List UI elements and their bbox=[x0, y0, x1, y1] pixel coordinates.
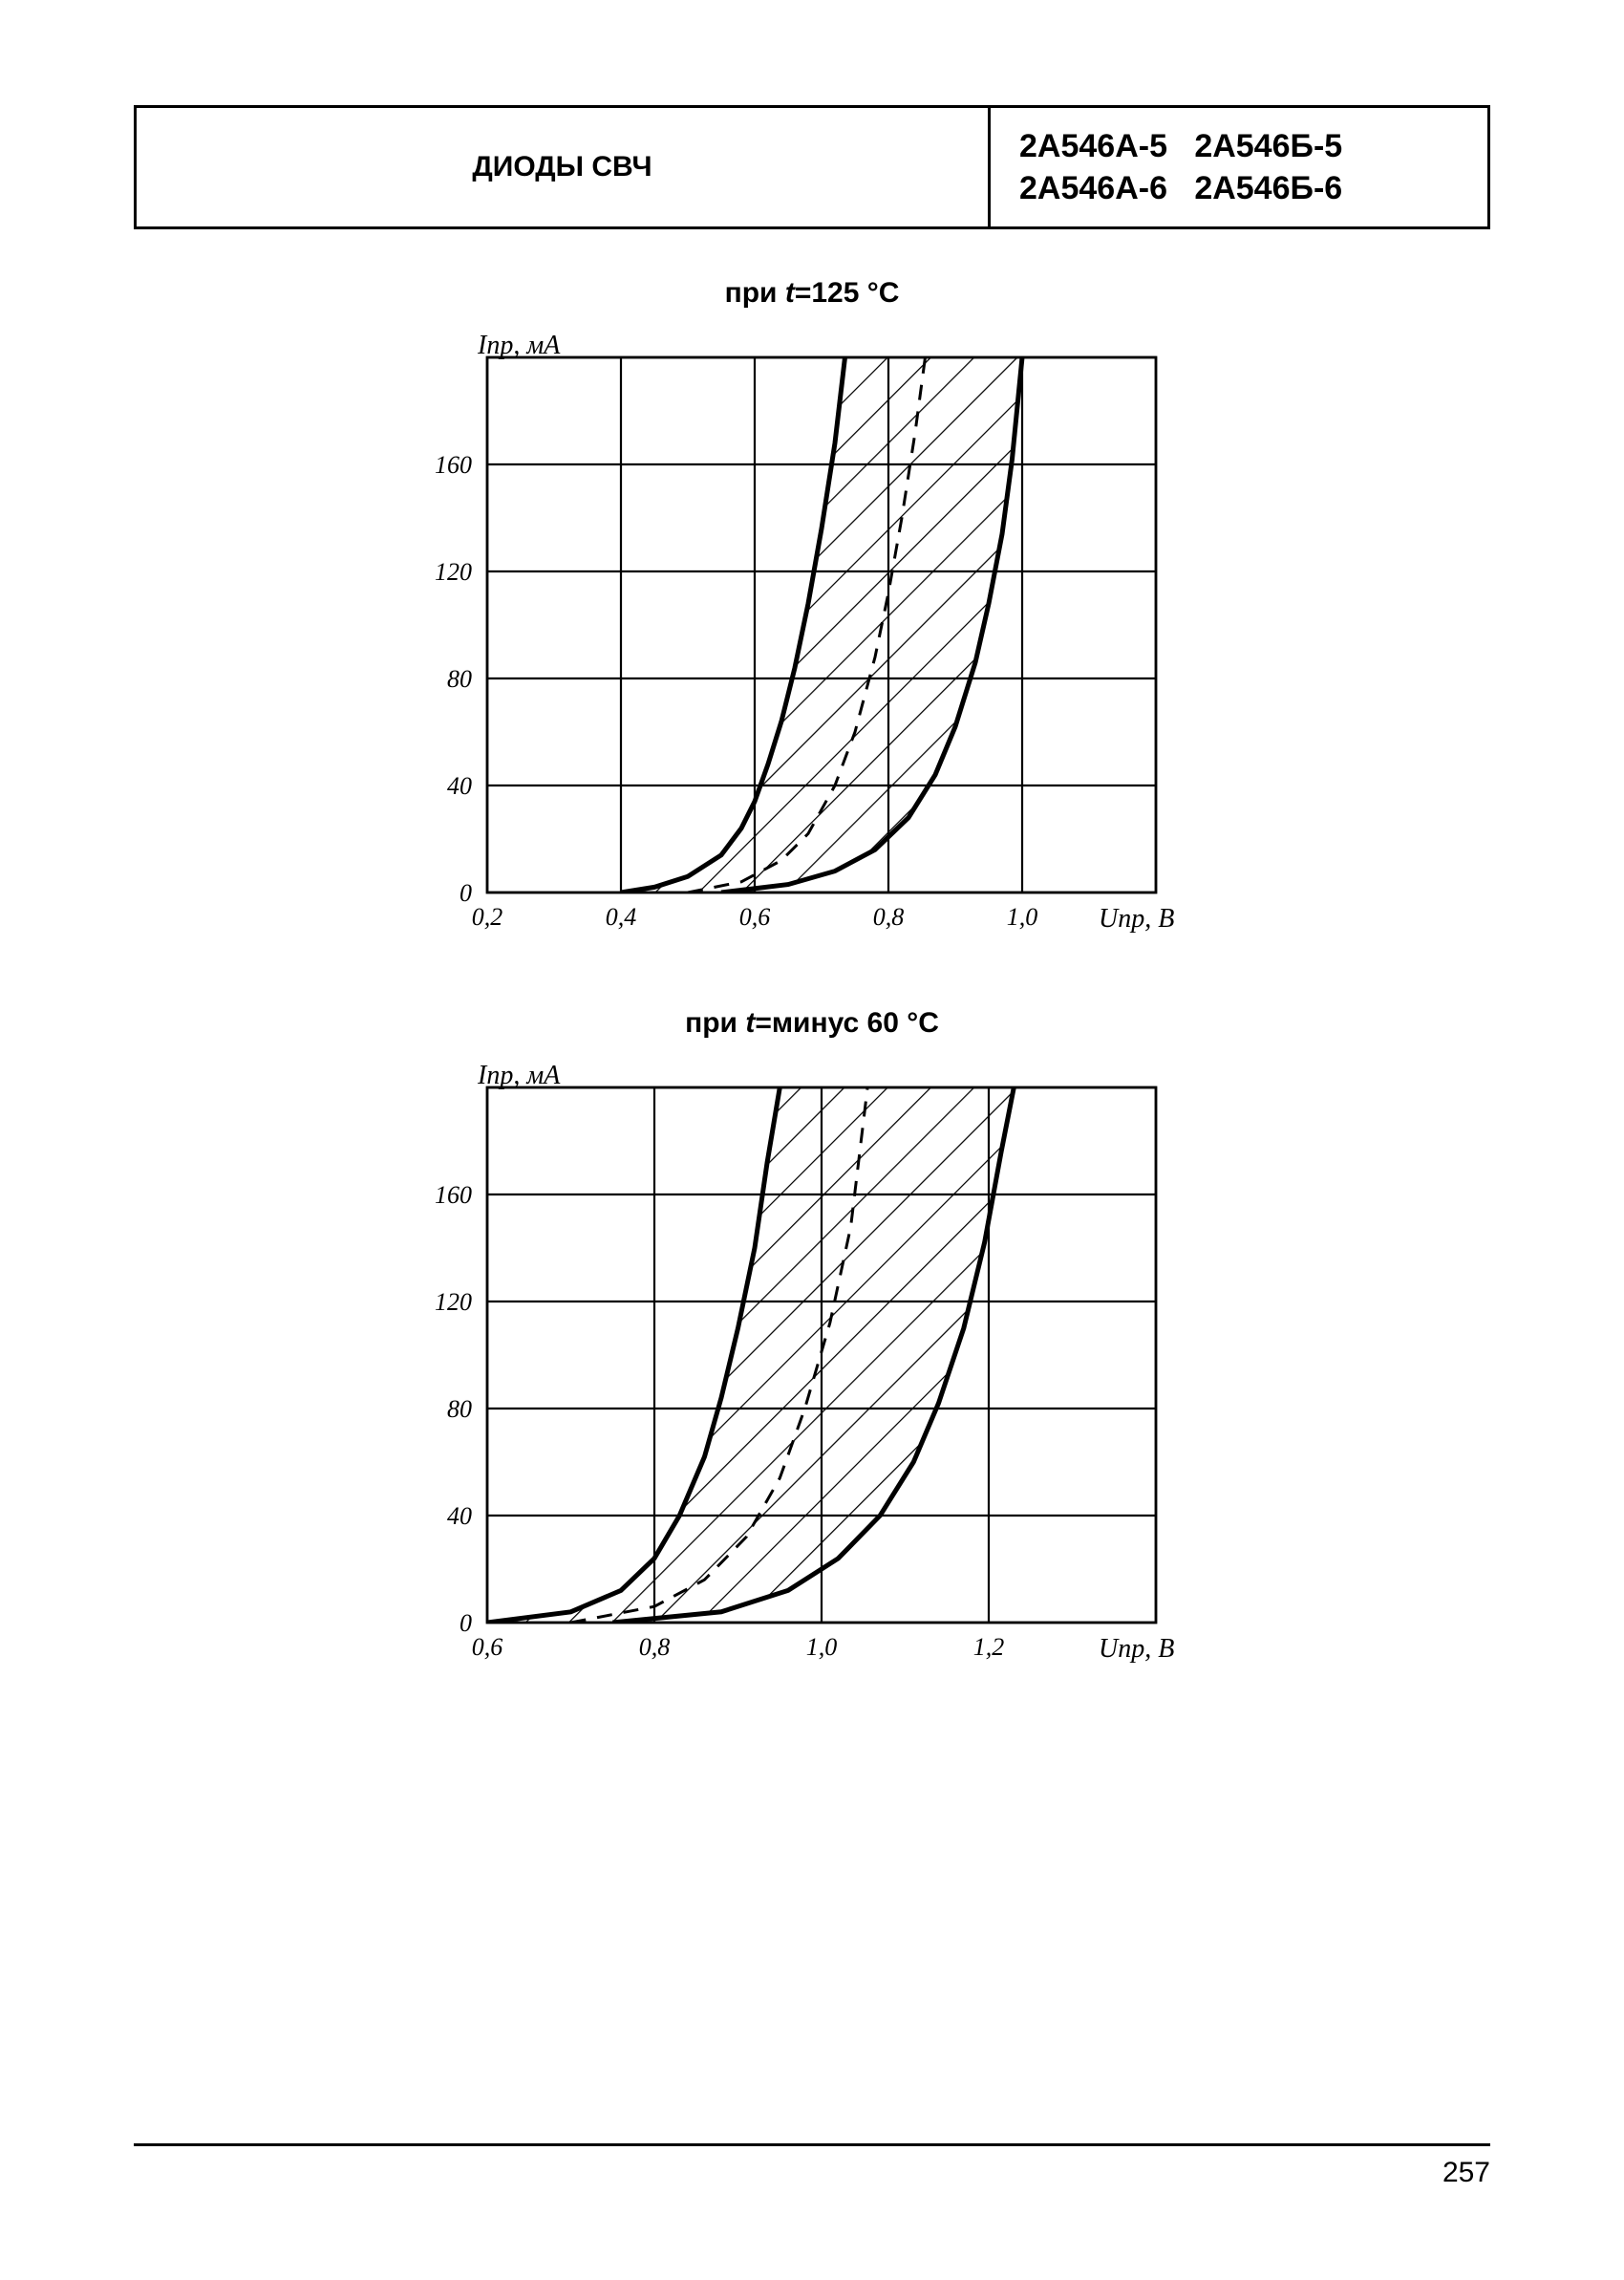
svg-text:120: 120 bbox=[435, 1288, 472, 1316]
chart1-title: при t=125 °C bbox=[134, 277, 1490, 310]
svg-text:Iпр, мА: Iпр, мА bbox=[477, 1061, 561, 1090]
datasheet-page: ДИОДЫ СВЧ 2А546А-5 2А546Б-5 2А546А-6 2А5… bbox=[0, 0, 1624, 2280]
document-category: ДИОДЫ СВЧ bbox=[137, 108, 991, 226]
chart2-title: при t=минус 60 °C bbox=[134, 1007, 1490, 1040]
footer-rule bbox=[134, 2143, 1490, 2146]
header-box: ДИОДЫ СВЧ 2А546А-5 2А546Б-5 2А546А-6 2А5… bbox=[134, 105, 1490, 229]
page-number: 257 bbox=[1442, 2157, 1490, 2189]
svg-text:40: 40 bbox=[447, 1502, 472, 1530]
chart2-container: 0,6 0,8 1,0 1,2 0 40 80 120 160 Iпр, мА Uпр, В bbox=[134, 1059, 1490, 1699]
svg-text:160: 160 bbox=[435, 451, 472, 479]
part-row-2: 2А546А-6 2А546Б-6 bbox=[1019, 167, 1487, 209]
svg-text:0: 0 bbox=[459, 1609, 472, 1637]
part-numbers: 2А546А-5 2А546Б-5 2А546А-6 2А546Б-6 bbox=[991, 108, 1487, 226]
svg-text:1,0: 1,0 bbox=[1007, 903, 1038, 931]
svg-text:Uпр, В: Uпр, В bbox=[1099, 1634, 1174, 1664]
iv-chart-minus60c: 0,6 0,8 1,0 1,2 0 40 80 120 160 Iпр, мА Uпр, В bbox=[353, 1059, 1271, 1699]
svg-text:0,2: 0,2 bbox=[472, 903, 503, 931]
svg-text:0,6: 0,6 bbox=[739, 903, 771, 931]
part-row-1: 2А546А-5 2А546Б-5 bbox=[1019, 125, 1487, 167]
svg-text:0: 0 bbox=[459, 879, 472, 907]
svg-text:Uпр, В: Uпр, В bbox=[1099, 904, 1174, 934]
svg-text:40: 40 bbox=[447, 772, 472, 800]
svg-text:0,8: 0,8 bbox=[639, 1633, 671, 1661]
chart1-container: 0,2 0,4 0,6 0,8 1,0 0 40 80 120 160 Iпр, мА Uпр, В bbox=[134, 329, 1490, 969]
svg-text:0,6: 0,6 bbox=[472, 1633, 503, 1661]
svg-text:Iпр, мА: Iпр, мА bbox=[477, 331, 561, 360]
svg-text:0,8: 0,8 bbox=[873, 903, 905, 931]
svg-text:160: 160 bbox=[435, 1181, 472, 1209]
iv-chart-125c: 0,2 0,4 0,6 0,8 1,0 0 40 80 120 160 Iпр, мА Uпр, В bbox=[353, 329, 1271, 969]
svg-text:0,4: 0,4 bbox=[606, 903, 637, 931]
svg-text:80: 80 bbox=[447, 665, 472, 693]
svg-text:80: 80 bbox=[447, 1395, 472, 1423]
svg-text:1,2: 1,2 bbox=[973, 1633, 1005, 1661]
svg-text:120: 120 bbox=[435, 558, 472, 586]
svg-text:1,0: 1,0 bbox=[806, 1633, 838, 1661]
